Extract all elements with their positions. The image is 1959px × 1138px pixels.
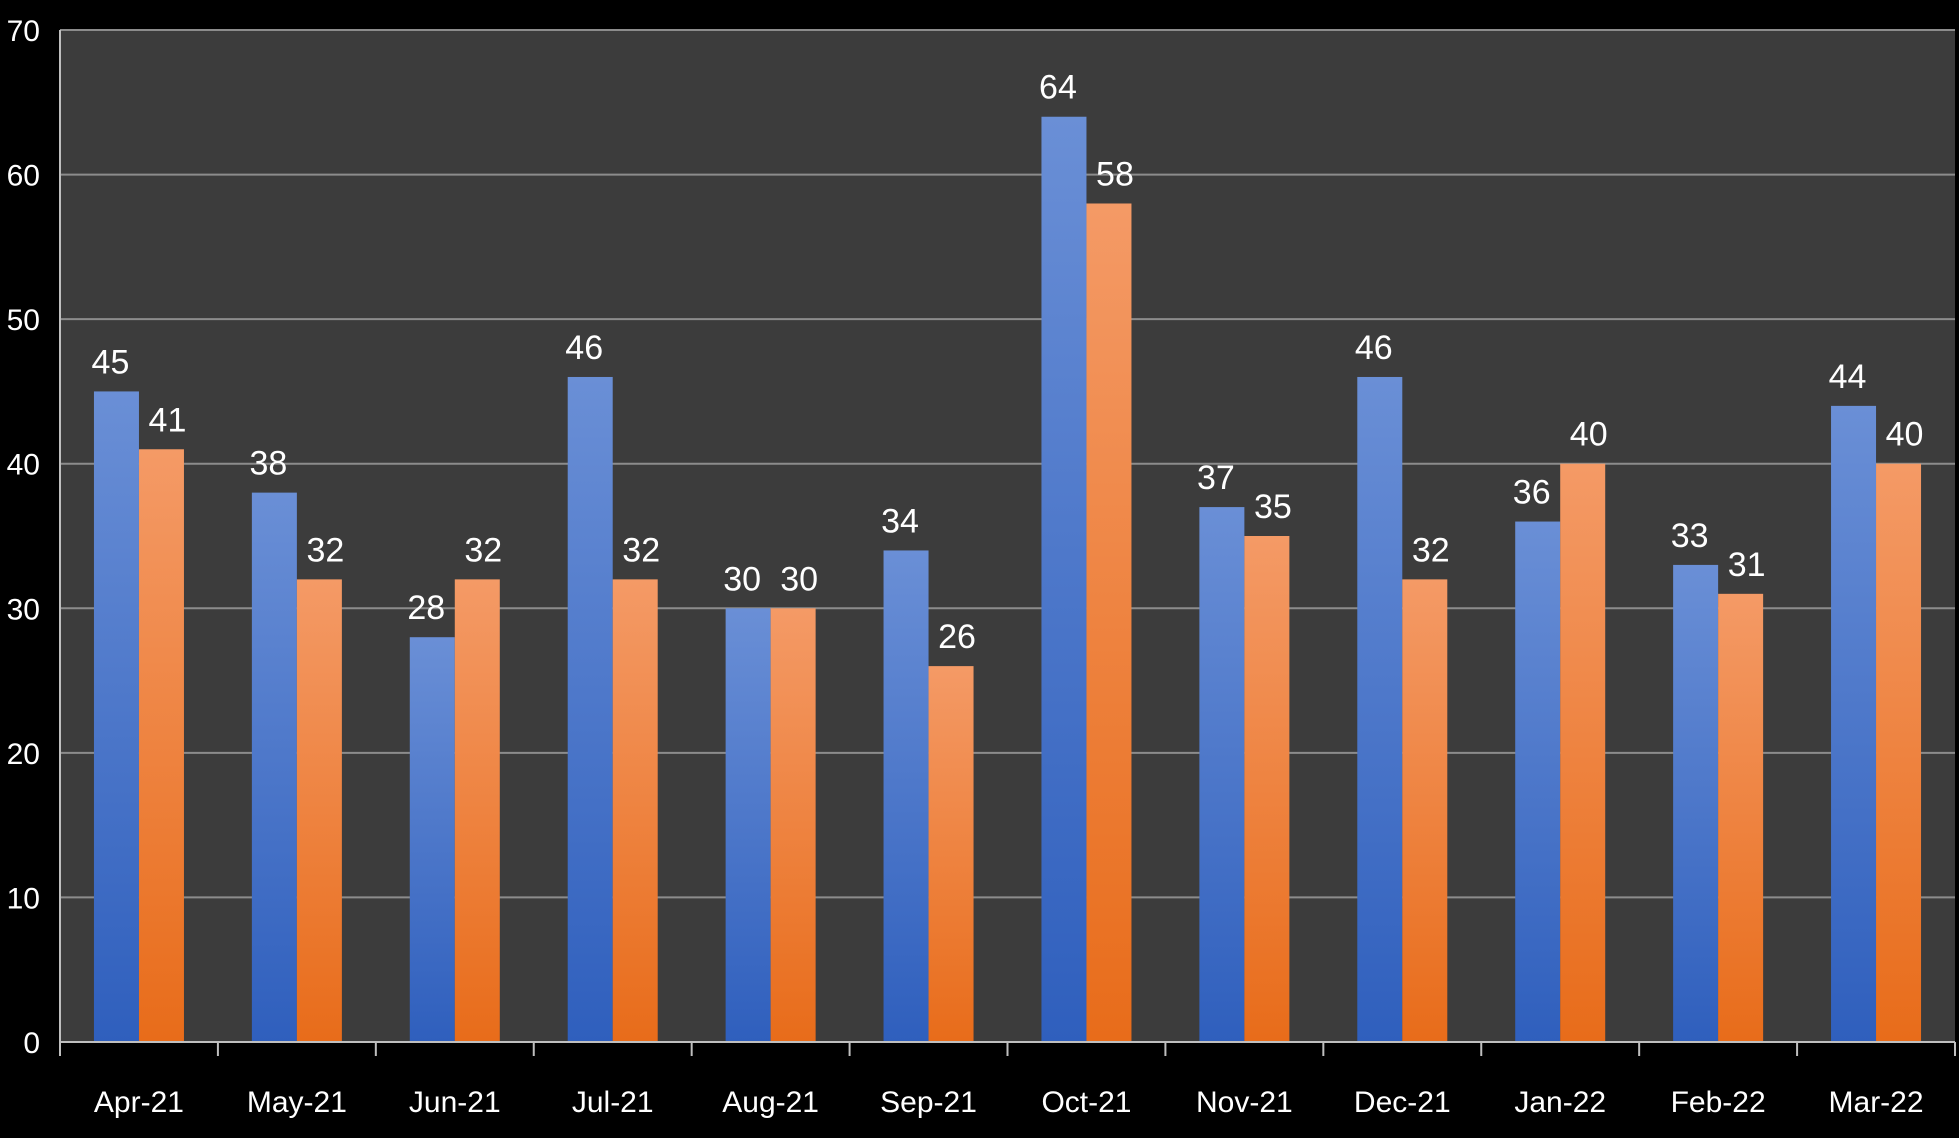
bar-Sep-21-series-2	[928, 666, 974, 1042]
axes	[59, 30, 1956, 1056]
x-tick-label: Nov-21	[1196, 1086, 1293, 1119]
y-tick-label: 40	[7, 449, 40, 482]
bar-Mar-22-series-1	[1831, 405, 1877, 1042]
x-tick-label: May-21	[247, 1086, 347, 1119]
data-label: 30	[723, 560, 761, 598]
data-label: 58	[1096, 155, 1134, 193]
data-label: 38	[249, 445, 287, 483]
bar-May-21-series-2	[296, 579, 342, 1042]
data-label: 46	[565, 329, 603, 367]
data-label: 30	[780, 560, 818, 598]
data-label: 41	[149, 401, 187, 439]
bar-Mar-22-series-2	[1876, 463, 1922, 1042]
bar-Oct-21-series-2	[1086, 203, 1132, 1042]
data-labels: 45 41 38 32 28 32 46 32 30 30 34 26 64 58 37 35 46 32 36 40…	[92, 69, 1924, 656]
bar-Jul-21-series-2	[612, 579, 658, 1042]
data-label: 40	[1570, 416, 1608, 454]
y-tick-label: 50	[7, 304, 40, 337]
data-label: 33	[1671, 517, 1709, 555]
y-tick-label: 0	[23, 1027, 40, 1060]
data-label: 31	[1728, 546, 1766, 584]
data-label: 35	[1254, 488, 1292, 526]
y-tick-label: 20	[7, 738, 40, 771]
bar-Aug-21-series-1	[725, 608, 771, 1042]
bar-Jun-21-series-1	[409, 637, 455, 1042]
data-label: 37	[1197, 459, 1235, 497]
x-tick-label: Jan-22	[1514, 1086, 1606, 1119]
bar-Jan-22-series-2	[1560, 463, 1606, 1042]
data-label: 46	[1355, 329, 1393, 367]
x-tick-label: Jun-21	[409, 1086, 501, 1119]
bars	[93, 116, 1922, 1043]
data-label: 40	[1886, 416, 1924, 454]
gridlines	[60, 29, 1955, 899]
data-label: 32	[464, 531, 502, 569]
bar-Jul-21-series-1	[567, 376, 613, 1042]
data-label: 26	[938, 618, 976, 656]
bar-Nov-21-series-1	[1199, 507, 1245, 1043]
y-tick-label: 70	[7, 15, 40, 48]
data-label: 64	[1039, 69, 1077, 107]
bar-Feb-22-series-2	[1718, 593, 1764, 1042]
bar-Jun-21-series-2	[454, 579, 500, 1042]
data-label: 32	[1412, 531, 1450, 569]
x-tick-label: Mar-22	[1829, 1086, 1924, 1119]
bar-Nov-21-series-2	[1244, 536, 1290, 1042]
bar-Aug-21-series-2	[770, 608, 816, 1042]
y-tick-label: 30	[7, 593, 40, 626]
data-label: 45	[92, 343, 130, 381]
data-label: 32	[622, 531, 660, 569]
bar-Feb-22-series-1	[1673, 564, 1719, 1042]
bar-Apr-21-series-2	[138, 449, 184, 1042]
x-tick-label: Aug-21	[722, 1086, 819, 1119]
x-axis-ticks: Apr-21 May-21 Jun-21 Jul-21 Aug-21 Sep-21 Oct-…	[94, 1086, 1924, 1119]
y-tick-label: 60	[7, 160, 40, 193]
x-tick-label: Feb-22	[1671, 1086, 1766, 1119]
bar-Oct-21-series-1	[1041, 116, 1087, 1042]
y-axis-ticks: 0 10 20 30 40 50 60 70	[7, 15, 40, 1060]
bar-Dec-21-series-1	[1357, 376, 1403, 1042]
bar-Sep-21-series-1	[883, 550, 929, 1042]
y-tick-label: 10	[7, 882, 40, 915]
data-label: 34	[881, 502, 919, 540]
bar-Jan-22-series-1	[1515, 521, 1561, 1042]
x-tick-label: Oct-21	[1041, 1086, 1131, 1119]
bar-Dec-21-series-2	[1402, 579, 1448, 1042]
x-tick-label: Jul-21	[572, 1086, 654, 1119]
plot-area	[60, 30, 1955, 1042]
data-label: 44	[1829, 358, 1867, 396]
bar-May-21-series-1	[251, 492, 297, 1043]
bar-Apr-21-series-1	[93, 391, 139, 1042]
x-tick-label: Apr-21	[94, 1086, 184, 1119]
data-label: 36	[1513, 474, 1551, 512]
data-label: 28	[407, 589, 445, 627]
x-tick-label: Sep-21	[880, 1086, 977, 1119]
data-label: 32	[306, 531, 344, 569]
x-tick-label: Dec-21	[1354, 1086, 1451, 1119]
